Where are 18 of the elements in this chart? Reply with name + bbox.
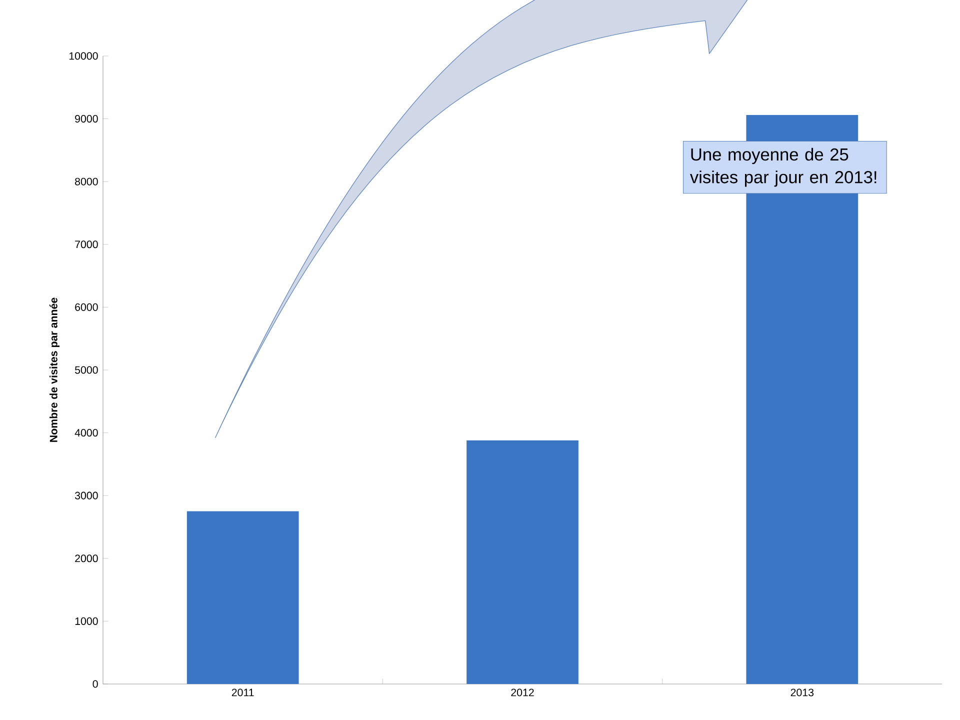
x-tick-label: 2012 (511, 688, 534, 696)
y-tick-label: 3000 (74, 492, 98, 500)
y-tick-label: 8000 (75, 178, 98, 186)
y-tick-label: 7000 (75, 240, 98, 248)
y-tick-label: 1000 (75, 617, 98, 625)
y-tick-label: 0 (92, 680, 98, 688)
y-axis-title: Nombre de visites par année (49, 298, 60, 442)
x-tick-label: 2011 (232, 688, 254, 696)
y-tick-label: 4000 (74, 429, 98, 437)
bar (466, 440, 578, 684)
y-tick-label: 10000 (69, 52, 98, 60)
annotation: Une moyenne de 25 visites par jour en 2013! (690, 148, 876, 187)
y-tick-label: 2000 (75, 554, 98, 562)
y-tick-label: 6000 (75, 303, 98, 311)
x-tick-label: 2013 (790, 688, 814, 696)
bar (186, 511, 299, 684)
y-tick-label: 5000 (74, 366, 98, 374)
y-tick-label: 9000 (75, 115, 98, 123)
